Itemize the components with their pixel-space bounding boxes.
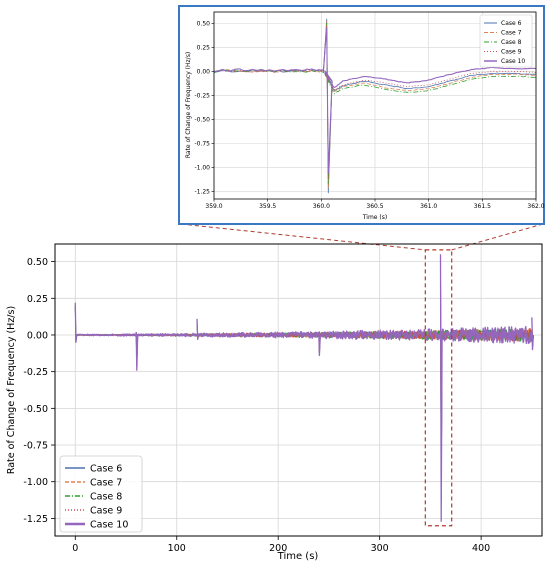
zoom-connectors [180, 223, 544, 251]
inset-y-tick-label: -0.25 [194, 92, 210, 99]
main-legend-label: Case 7 [90, 478, 122, 489]
inset-x-tick-label: 360.0 [313, 203, 330, 210]
inset-y-tick-label: 0.00 [197, 68, 211, 75]
main-series-line-case-10 [74, 254, 535, 522]
inset-x-tick-label: 361.5 [474, 203, 491, 210]
main-x-tick-label: 100 [168, 543, 186, 554]
inset-x-tick-label: 361.0 [420, 203, 437, 210]
inset-y-tick-label: -0.50 [194, 116, 210, 123]
main-legend-label: Case 10 [90, 520, 128, 531]
inset-legend-label: Case 8 [501, 39, 522, 46]
main-y-tick-label: -0.25 [23, 367, 48, 378]
main-legend-label: Case 6 [90, 464, 122, 475]
inset-legend-label: Case 9 [501, 49, 522, 56]
main-legend-label: Case 8 [90, 492, 122, 503]
main-chart: 0 100 200 300 400 0.50 0.25 0.00 -0.25 -0.50 -0.75… [6, 243, 543, 562]
main-x-tick-label: 400 [472, 543, 490, 554]
main-x-tick-label: 200 [269, 543, 287, 554]
main-y-tick-label: 0.00 [27, 330, 48, 341]
inset-x-tick-label: 360.5 [366, 203, 383, 210]
main-grid [55, 244, 542, 536]
inset-series-line-case-10 [213, 27, 537, 174]
inset-series-line-case-7 [213, 20, 537, 189]
inset-x-tick-label: 359.5 [259, 203, 276, 210]
inset-legend-label: Case 10 [501, 58, 525, 65]
main-legend-box [59, 455, 143, 533]
main-ticks: 0 100 200 300 400 0.50 0.25 0.00 -0.25 -0.50 -0.75… [23, 257, 490, 554]
inset-y-tick-label: 0.25 [197, 44, 211, 51]
inset-legend: Case 6 Case 7 Case 8 Case 9 Case 10 [479, 14, 533, 68]
inset-legend-label: Case 6 [501, 20, 522, 27]
main-x-axis-label: Time (s) [277, 551, 319, 562]
main-y-tick-label: -0.50 [23, 404, 48, 415]
main-y-tick-label: -0.75 [23, 441, 48, 452]
inset-chart: 359.0 359.5 360.0 360.5 361.0 361.5 362.0 0.50 0… [178, 5, 545, 225]
inset-x-tick-label: 359.0 [205, 203, 222, 210]
zoom-box [424, 249, 453, 527]
inset-x-axis-label: Time (s) [362, 214, 387, 221]
inset-y-axis-label: Rate of Change of Frequency (Hz/s) [185, 52, 192, 158]
main-x-tick-label: 0 [72, 543, 78, 554]
inset-ticks: 359.0 359.5 360.0 360.5 361.0 361.5 362.0 0.50 0… [194, 21, 544, 210]
zoom-connector-left [180, 223, 426, 251]
main-y-tick-label: -1.25 [23, 514, 48, 525]
inset-x-tick-label: 362.0 [527, 203, 544, 210]
inset-y-tick-label: -1.25 [194, 188, 210, 195]
main-y-axis-label: Rate of Change of Frequency (Hz/s) [6, 306, 17, 474]
main-y-tick-label: -1.00 [23, 477, 48, 488]
inset-y-tick-label: 0.50 [197, 21, 211, 28]
inset-y-tick-label: -1.00 [194, 164, 210, 171]
main-y-tick-label: 0.50 [27, 257, 48, 268]
zoom-connector-right [451, 223, 544, 251]
main-plot-frame [54, 243, 543, 537]
inset-legend-box [479, 14, 533, 68]
inset-series [213, 18, 537, 194]
main-series [74, 254, 535, 522]
inset-y-tick-label: -0.75 [194, 140, 210, 147]
inset-legend-label: Case 7 [501, 30, 522, 37]
inset-series-line-case-8 [213, 22, 537, 184]
main-legend-label: Case 9 [90, 506, 122, 517]
main-x-tick-label: 300 [371, 543, 389, 554]
main-y-tick-label: 0.25 [27, 294, 48, 305]
main-legend: Case 6 Case 7 Case 8 Case 9 Case 10 [59, 455, 143, 533]
